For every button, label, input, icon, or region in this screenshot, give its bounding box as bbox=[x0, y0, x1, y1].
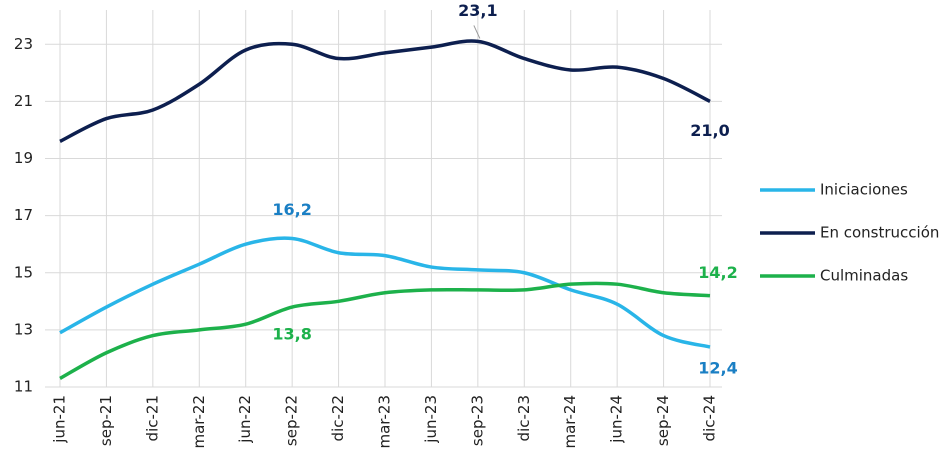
y-tick-label: 23 bbox=[14, 35, 33, 53]
x-tick-label: sep-23 bbox=[468, 395, 486, 446]
data-label: 14,2 bbox=[698, 263, 737, 282]
data-label: 12,4 bbox=[698, 359, 737, 378]
y-tick-label: 15 bbox=[14, 263, 33, 281]
data-label: 16,2 bbox=[272, 200, 311, 219]
data-label: 13,8 bbox=[272, 325, 311, 344]
y-tick-label: 17 bbox=[14, 206, 33, 224]
legend-label: En construcción bbox=[820, 224, 939, 242]
data-label: 21,0 bbox=[690, 121, 729, 140]
x-tick-label: jun-24 bbox=[608, 395, 626, 444]
x-tick-label: jun-23 bbox=[422, 395, 440, 444]
x-tick-label: dic-21 bbox=[143, 395, 161, 441]
x-tick-label: dic-23 bbox=[515, 395, 533, 441]
x-tick-label: sep-22 bbox=[283, 395, 301, 446]
data-label: 23,1 bbox=[458, 1, 497, 20]
x-tick-label: mar-22 bbox=[190, 395, 208, 449]
x-tick-label: sep-24 bbox=[654, 395, 672, 446]
y-tick-label: 19 bbox=[14, 149, 33, 167]
x-tick-label: dic-24 bbox=[701, 395, 719, 441]
line-series bbox=[59, 281, 711, 380]
y-tick-label: 13 bbox=[14, 320, 33, 338]
x-tick-label: jun-22 bbox=[236, 395, 254, 444]
line-series bbox=[59, 236, 711, 349]
y-tick-label: 11 bbox=[14, 378, 33, 396]
leader-line bbox=[473, 25, 481, 39]
x-tick-label: jun-21 bbox=[51, 395, 69, 444]
legend-label: Culminadas bbox=[820, 267, 908, 285]
x-tick-label: mar-24 bbox=[561, 395, 579, 449]
legend-label: Iniciaciones bbox=[820, 181, 908, 199]
x-tick-label: sep-21 bbox=[97, 395, 115, 446]
y-tick-label: 21 bbox=[14, 92, 33, 110]
line-series bbox=[59, 39, 711, 143]
x-tick-label: dic-22 bbox=[329, 395, 347, 441]
x-tick-label: mar-23 bbox=[376, 395, 394, 449]
